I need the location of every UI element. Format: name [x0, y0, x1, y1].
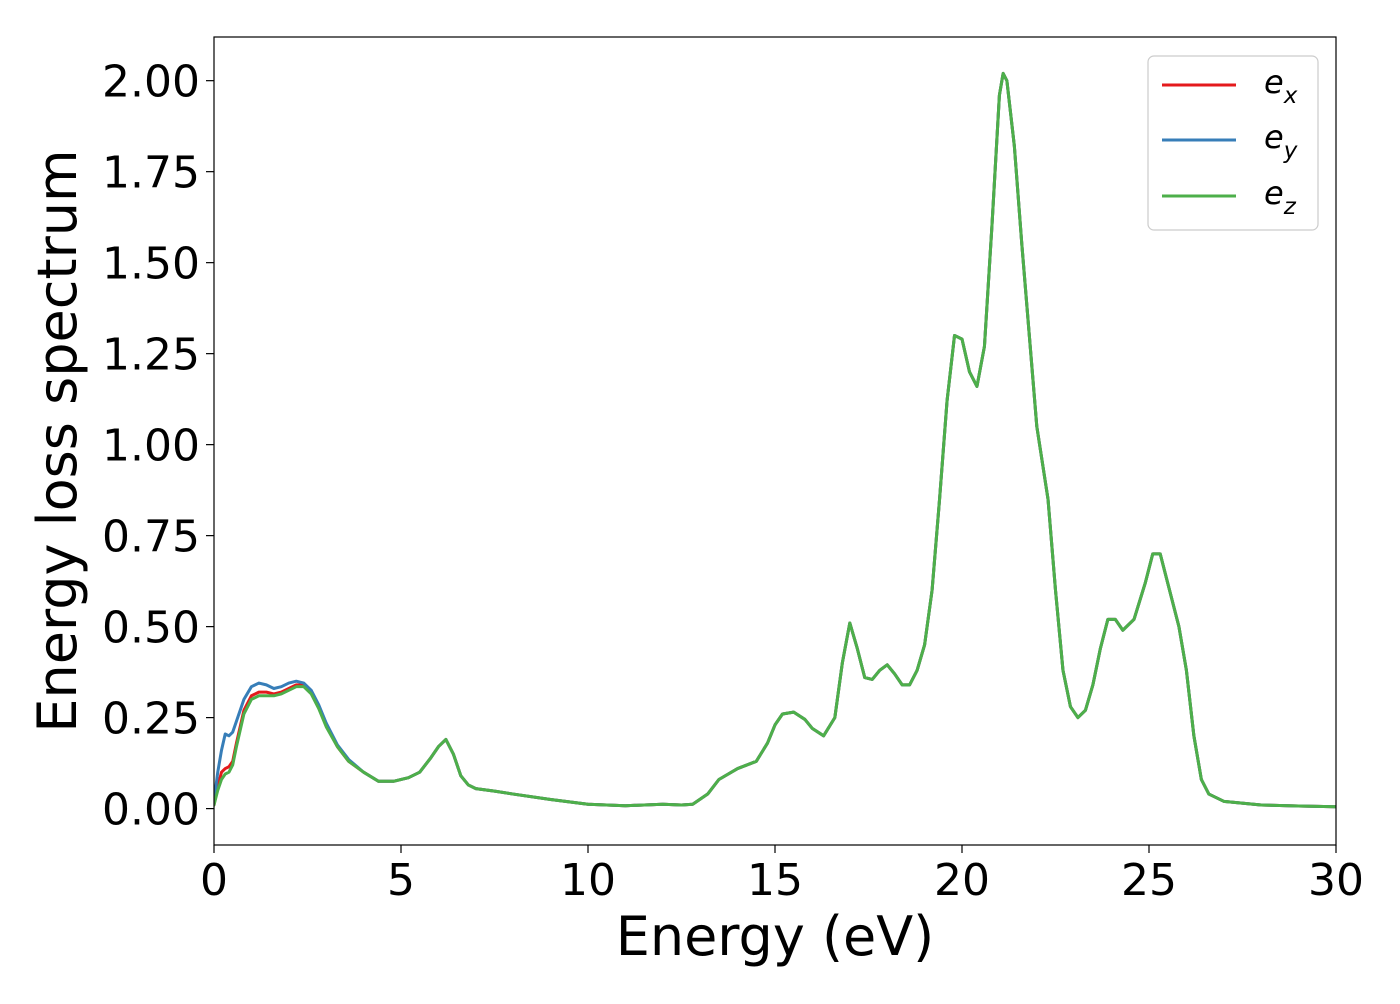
x-tick-label: 20	[934, 855, 990, 906]
x-axis-ticks: 0 5 10 15 20 25 30	[200, 845, 1364, 906]
x-tick-label: 15	[747, 855, 803, 906]
y-tick-label: 0.00	[102, 785, 200, 836]
y-tick-label: 1.25	[102, 330, 200, 381]
y-tick-label: 2.00	[102, 57, 200, 108]
x-tick-label: 5	[387, 855, 415, 906]
y-axis-ticks: 0.00 0.25 0.50 0.75 1.00 1.25 1.50 1.75 2.00	[102, 57, 214, 836]
series-layer	[214, 71, 1336, 809]
x-tick-label: 30	[1308, 855, 1364, 906]
x-tick-label: 25	[1121, 855, 1177, 906]
y-tick-label: 1.00	[102, 421, 200, 472]
series-line-ez	[214, 71, 1336, 809]
y-tick-label: 1.50	[102, 239, 200, 290]
y-tick-label: 0.75	[102, 512, 200, 563]
y-tick-label: 1.75	[102, 148, 200, 199]
x-tick-label: 0	[200, 855, 228, 906]
y-tick-label: 0.50	[102, 603, 200, 654]
y-axis-label: Energy loss spectrum	[26, 149, 89, 732]
x-axis-label: Energy (eV)	[616, 905, 935, 968]
legend-box	[1147, 55, 1319, 231]
x-tick-label: 10	[560, 855, 616, 906]
y-tick-label: 0.25	[102, 694, 200, 745]
